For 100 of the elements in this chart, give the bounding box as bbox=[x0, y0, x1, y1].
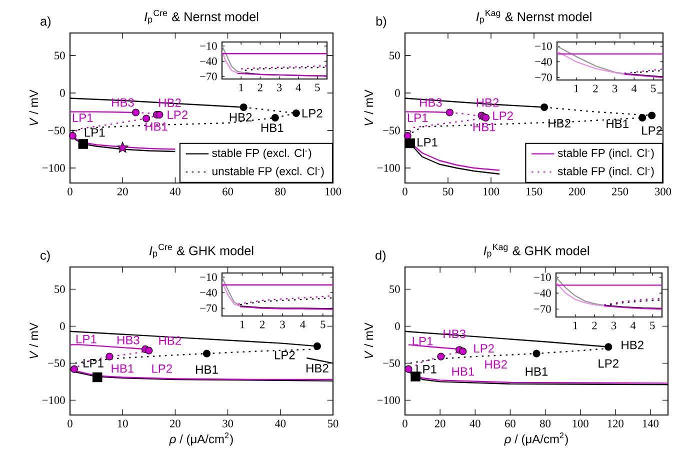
y-tick-label: 50 bbox=[54, 52, 65, 60]
x-tick-label: 100 bbox=[572, 420, 588, 428]
x-tick-label: 10 bbox=[118, 420, 128, 428]
point bbox=[648, 112, 656, 120]
x-tick-label: 40 bbox=[470, 420, 480, 428]
x-tick-label: 80 bbox=[540, 420, 550, 428]
chart-title: I$_{p}$$^{Kag}$ & Nernst model bbox=[476, 10, 592, 24]
y-tick-label: −10 bbox=[534, 273, 551, 282]
annotation: HB1 bbox=[452, 367, 474, 376]
x-tick-label: 5 bbox=[320, 320, 326, 328]
chart-title: I$_{p}$$^{Cre}$ & Nernst model bbox=[144, 10, 258, 24]
x-tick-label: 20 bbox=[117, 188, 128, 196]
x-tick-label: 1 bbox=[240, 320, 244, 328]
x-tick-label: 20 bbox=[434, 420, 446, 428]
point bbox=[313, 342, 322, 350]
y-tick-label: −70 bbox=[534, 305, 551, 313]
y-tick-label: −10 bbox=[535, 42, 552, 50]
chart-title: I$_{p}$$^{Cre}$ & GHK model bbox=[149, 244, 254, 258]
x-tick-label: 4 bbox=[300, 320, 306, 328]
x-tick-label: 50 bbox=[328, 420, 338, 428]
y-tick-label: −70 bbox=[200, 304, 217, 312]
point bbox=[92, 372, 102, 382]
point bbox=[156, 110, 164, 119]
y-tick-label: 50 bbox=[54, 285, 65, 294]
x-tick-label: 3 bbox=[280, 320, 285, 328]
annotation: HB1 bbox=[526, 367, 548, 376]
annotation: HB1 bbox=[196, 365, 218, 374]
annotation: LP1 bbox=[76, 334, 96, 344]
x-tick-label: 100 bbox=[326, 188, 342, 196]
point bbox=[292, 109, 300, 118]
annotation: LP2 bbox=[168, 110, 188, 119]
x-tick-label: 300 bbox=[655, 188, 672, 196]
chart-title: I$_{p}$$^{Kag}$ & GHK model bbox=[484, 244, 589, 258]
y-tick-label: −10 bbox=[200, 42, 217, 50]
text: c) bbox=[40, 250, 50, 262]
x-tick-label: 5 bbox=[650, 322, 655, 330]
x-tick-label: 3 bbox=[276, 84, 282, 92]
x-tick-label: 5 bbox=[651, 84, 656, 92]
annotation: LP1 bbox=[72, 114, 93, 122]
legend-label: stable FP (incl. Cl$^{-}$) bbox=[558, 148, 654, 160]
x-tick-label: 140 bbox=[642, 420, 659, 428]
line-series bbox=[557, 50, 626, 75]
x-tick-label: 4 bbox=[296, 84, 302, 92]
y-tick-label: −100 bbox=[42, 164, 65, 172]
x-tick-label: 2 bbox=[260, 320, 265, 328]
y-tick-label: −50 bbox=[48, 126, 65, 134]
x-tick-label: 0 bbox=[68, 420, 72, 428]
legend-label: unstable FP (excl. Cl$^{-}$) bbox=[212, 166, 324, 178]
x-tick-label: 1 bbox=[574, 84, 578, 92]
line-series bbox=[222, 50, 238, 74]
y-tick-label: −70 bbox=[200, 72, 217, 80]
y-tick-label: −50 bbox=[383, 126, 400, 134]
x-tick-label: 80 bbox=[275, 188, 286, 196]
text: d) bbox=[376, 250, 386, 262]
x-tick-label: 2 bbox=[592, 322, 597, 330]
y-tick-label: −40 bbox=[200, 57, 217, 66]
x-tick-label: 0 bbox=[402, 420, 408, 428]
y-axis-title: V / mV bbox=[29, 322, 38, 358]
line-series bbox=[222, 276, 241, 306]
x-tick-label: 40 bbox=[274, 420, 286, 428]
annotation: LP1 bbox=[408, 114, 428, 122]
x-tick-label: 120 bbox=[608, 420, 624, 428]
point bbox=[437, 352, 445, 360]
x-tick-label: 1 bbox=[239, 84, 244, 92]
x-axis-title: ρ / (μA/cm$^{2}$) bbox=[504, 432, 568, 446]
x-tick-label: 0 bbox=[68, 188, 72, 196]
annotation: HB2 bbox=[548, 119, 570, 128]
point bbox=[638, 114, 646, 122]
y-axis-title: V / mV bbox=[364, 322, 374, 358]
y-tick-label: −40 bbox=[535, 58, 552, 66]
annotation: LP1 bbox=[84, 359, 104, 368]
y-tick-label: −40 bbox=[534, 289, 551, 297]
y-tick-label: −50 bbox=[383, 359, 400, 368]
x-tick-label: 3 bbox=[612, 84, 618, 92]
point bbox=[145, 346, 153, 354]
annotation: HB2 bbox=[306, 364, 328, 372]
x-tick-label: 100 bbox=[484, 188, 500, 196]
annotation: HB2 bbox=[622, 340, 644, 350]
text: a) bbox=[40, 16, 50, 28]
point bbox=[404, 365, 412, 373]
annotation: HB2 bbox=[159, 336, 181, 345]
annotation: HB1 bbox=[473, 122, 496, 132]
x-tick-label: 200 bbox=[568, 188, 586, 196]
point bbox=[70, 365, 78, 373]
point bbox=[271, 114, 279, 122]
annotation: LP2 bbox=[642, 126, 662, 135]
text: b) bbox=[376, 16, 386, 28]
annotation: HB1 bbox=[146, 122, 168, 131]
annotation: HB1 bbox=[112, 364, 134, 373]
point bbox=[459, 348, 467, 356]
annotation: LP1 bbox=[418, 138, 438, 146]
annotation: HB3 bbox=[420, 98, 442, 107]
annotation: LP2 bbox=[152, 364, 172, 373]
x-tick-label: 0 bbox=[402, 188, 408, 196]
y-tick-label: −100 bbox=[42, 396, 65, 404]
x-tick-label: 60 bbox=[222, 188, 234, 196]
x-tick-label: 5 bbox=[315, 84, 320, 92]
line-series bbox=[556, 276, 605, 306]
y-tick-label: 50 bbox=[390, 285, 400, 294]
x-tick-label: 2 bbox=[593, 84, 598, 92]
